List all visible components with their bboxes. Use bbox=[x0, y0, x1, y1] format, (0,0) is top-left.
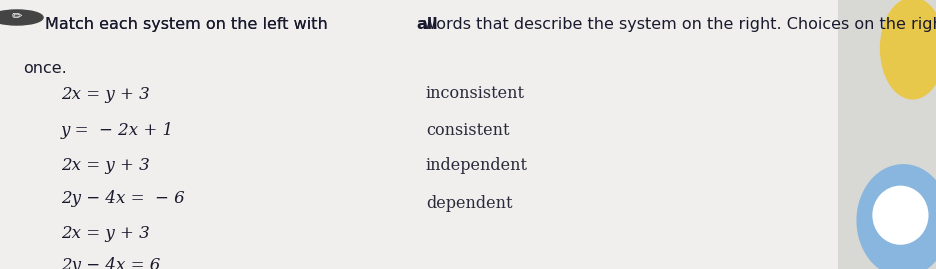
Ellipse shape bbox=[856, 164, 936, 269]
Text: independent: independent bbox=[426, 157, 528, 174]
Text: 2y − 4x = 6: 2y − 4x = 6 bbox=[61, 257, 160, 269]
Text: 2x = y + 3: 2x = y + 3 bbox=[61, 86, 150, 103]
Text: Match each system on the left with: Match each system on the left with bbox=[45, 17, 333, 33]
Text: 2x = y + 3: 2x = y + 3 bbox=[61, 225, 150, 242]
Ellipse shape bbox=[880, 0, 936, 100]
Text: once.: once. bbox=[23, 61, 67, 76]
Text: dependent: dependent bbox=[426, 195, 512, 212]
Text: all: all bbox=[0, 268, 1, 269]
Text: inconsistent: inconsistent bbox=[426, 85, 525, 102]
Text: 2y − 4x =  − 6: 2y − 4x = − 6 bbox=[61, 190, 184, 207]
Text: y =  − 2x + 1: y = − 2x + 1 bbox=[61, 122, 174, 139]
Circle shape bbox=[0, 10, 43, 25]
Text: 2x = y + 3: 2x = y + 3 bbox=[61, 157, 150, 174]
Text: consistent: consistent bbox=[426, 122, 509, 139]
Text: Match each system on the left with: Match each system on the left with bbox=[45, 17, 333, 33]
FancyBboxPatch shape bbox=[0, 0, 838, 269]
Text: words that describe the system on the right. Choices on the right can be used mo: words that describe the system on the ri… bbox=[417, 17, 936, 33]
Text: ✏: ✏ bbox=[11, 10, 22, 23]
FancyBboxPatch shape bbox=[838, 0, 936, 269]
Ellipse shape bbox=[872, 186, 929, 245]
Text: all: all bbox=[417, 17, 438, 33]
